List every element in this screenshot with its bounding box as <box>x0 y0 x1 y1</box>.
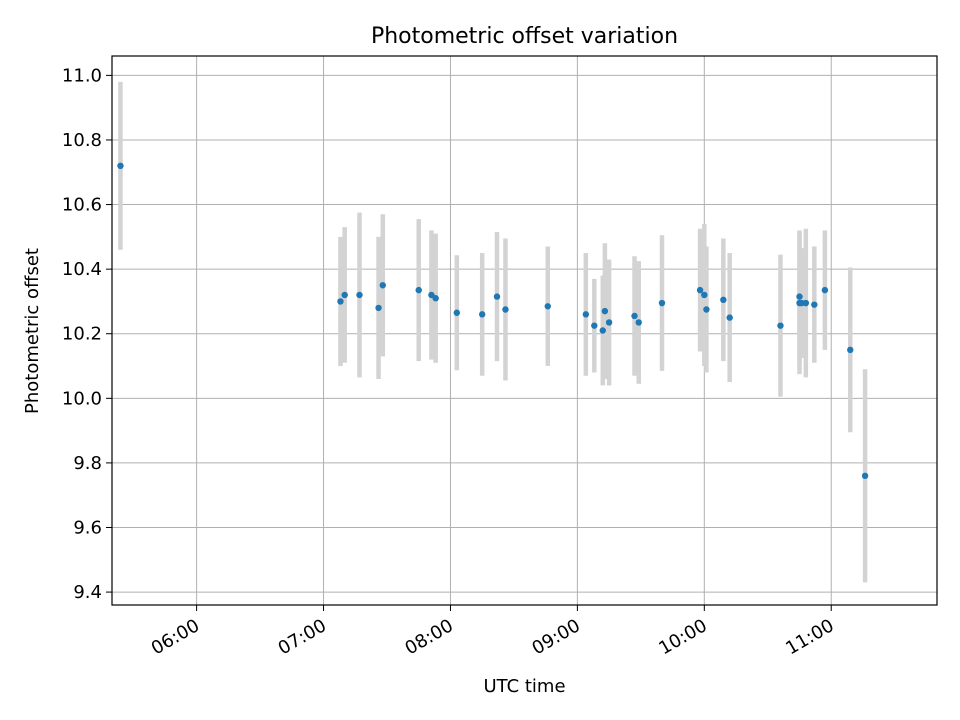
data-point <box>415 286 422 294</box>
x-tick-label: 06:00 <box>148 615 203 659</box>
data-point <box>582 311 590 318</box>
x-tick-label: 08:00 <box>402 615 457 659</box>
y-tick-label: 10.4 <box>62 259 102 280</box>
y-tick-label: 11.0 <box>62 65 102 86</box>
data-point <box>658 299 666 307</box>
data-point <box>432 295 439 302</box>
x-axis-ticks: 06:00 07:00 08:00 09:00 10:00 11:00 <box>148 605 838 659</box>
data-point <box>375 304 382 312</box>
chart-title: Photometric offset variation <box>371 24 678 49</box>
x-tick-label: 10:00 <box>655 615 710 659</box>
data-point <box>478 311 486 318</box>
data-point <box>777 322 784 329</box>
y-axis-title: Photometric offset <box>22 248 43 414</box>
y-tick-label: 10.0 <box>62 388 102 409</box>
x-tick-label: 09:00 <box>528 615 583 659</box>
data-point <box>379 282 386 289</box>
data-point <box>544 303 551 310</box>
x-axis-title: UTC time <box>483 676 565 697</box>
data-point <box>861 472 869 480</box>
data-point <box>701 291 708 299</box>
data-point <box>802 299 810 307</box>
plot-frame <box>111 55 938 606</box>
y-tick-label: 10.6 <box>62 195 102 216</box>
data-point <box>601 307 609 315</box>
error-bars <box>118 81 868 583</box>
y-tick-label: 9.8 <box>73 453 102 474</box>
data-point <box>726 314 733 321</box>
data-point <box>356 291 363 299</box>
y-tick-label: 10.8 <box>62 130 102 151</box>
data-point <box>720 296 727 304</box>
data-point <box>502 306 509 313</box>
data-point <box>493 293 501 300</box>
data-point <box>591 322 598 329</box>
data-point <box>631 312 638 320</box>
data-point <box>341 291 348 299</box>
data-point <box>847 346 854 354</box>
data-point <box>811 301 818 308</box>
data-point <box>703 306 710 313</box>
data-point <box>605 319 613 326</box>
data-point <box>599 327 606 334</box>
data-point <box>453 309 461 316</box>
y-tick-label: 9.6 <box>73 517 102 538</box>
data-point <box>696 286 704 294</box>
x-tick-label: 11:00 <box>782 615 837 659</box>
data-point <box>796 293 803 300</box>
y-tick-label: 9.4 <box>73 582 102 603</box>
data-points <box>117 162 869 480</box>
data-point <box>337 298 344 305</box>
data-point <box>635 319 642 326</box>
y-axis-ticks: 9.4 9.6 9.8 10.0 10.2 10.4 10.6 10.8 11.0 <box>62 65 112 603</box>
data-point <box>117 162 124 169</box>
data-point <box>821 286 829 294</box>
x-tick-label: 07:00 <box>275 615 330 659</box>
y-tick-label: 10.2 <box>62 324 102 345</box>
